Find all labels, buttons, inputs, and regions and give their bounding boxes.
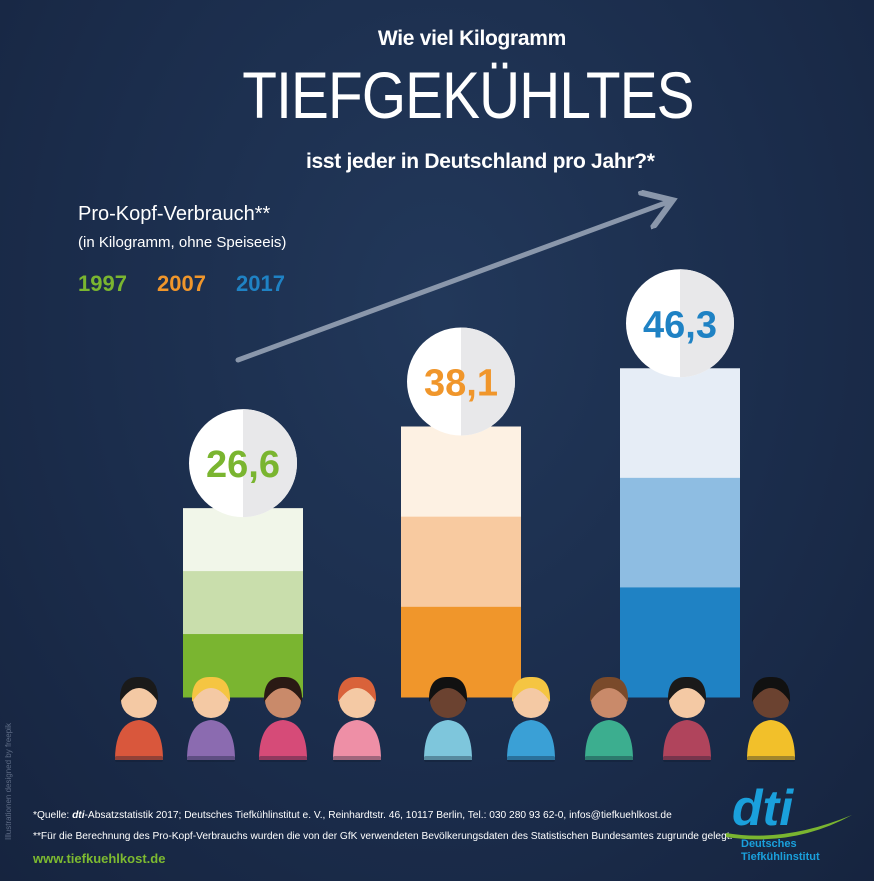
person-5 xyxy=(424,676,472,762)
bar-2017-band-1 xyxy=(620,368,740,479)
value-label-1997: 26,6 xyxy=(206,444,280,486)
dti-logo: dti xyxy=(726,785,852,840)
person-hair xyxy=(191,676,231,702)
title-main: TIEFGEKÜHLTES xyxy=(242,58,694,132)
title-line-3: isst jeder in Deutschland pro Jahr?* xyxy=(306,150,655,173)
value-label-2017: 46,3 xyxy=(643,304,717,346)
person-head xyxy=(669,682,705,718)
logo-name-line-2: Tiefkühlinstitut xyxy=(741,851,820,863)
person-hair xyxy=(751,676,791,702)
legend-subtitle: (in Kilogramm, ohne Speiseeis) xyxy=(78,234,287,251)
value-label-2007: 38,1 xyxy=(424,362,498,404)
title-line-1: Wie viel Kilogramm xyxy=(377,27,567,50)
person-base xyxy=(424,756,472,762)
logo-mark: dti xyxy=(732,785,794,836)
person-1 xyxy=(115,676,163,762)
person-body xyxy=(507,720,555,760)
person-base xyxy=(187,756,235,762)
bar-2017-band-2 xyxy=(620,477,740,588)
person-8 xyxy=(663,676,711,762)
legend-year-2007: 2007 xyxy=(157,271,206,296)
person-head xyxy=(121,682,157,718)
person-body xyxy=(424,720,472,760)
person-3 xyxy=(259,676,307,762)
person-hair xyxy=(263,676,303,702)
logo-name-line-1: Deutsches xyxy=(741,838,797,850)
person-base xyxy=(663,756,711,762)
person-7 xyxy=(585,676,633,762)
person-6 xyxy=(507,676,555,762)
person-head xyxy=(430,682,466,718)
person-hair xyxy=(337,676,377,702)
person-body xyxy=(187,720,235,760)
person-head xyxy=(339,682,375,718)
bar-2007-band-1 xyxy=(401,426,521,518)
person-2 xyxy=(187,676,235,762)
person-4 xyxy=(333,676,381,762)
legend-year-1997: 1997 xyxy=(78,271,127,296)
person-hair xyxy=(667,676,707,702)
person-head xyxy=(193,682,229,718)
bar-1997-band-1 xyxy=(183,508,303,572)
source-brand: dti xyxy=(72,810,85,821)
logo-swoosh xyxy=(726,815,852,840)
person-base xyxy=(507,756,555,762)
bar-2007-band-2 xyxy=(401,516,521,608)
person-base xyxy=(333,756,381,762)
trend-arrow xyxy=(235,202,668,363)
person-base xyxy=(115,756,163,762)
person-head xyxy=(591,682,627,718)
value-circle-shade-1997 xyxy=(243,409,297,518)
person-body xyxy=(663,720,711,760)
bar-1997-band-2 xyxy=(183,571,303,635)
legend-title: Pro-Kopf-Verbrauch** xyxy=(78,203,271,225)
person-body xyxy=(747,720,795,760)
person-body xyxy=(115,720,163,760)
person-base xyxy=(747,756,795,762)
value-circle-shade-2017 xyxy=(680,269,734,378)
person-base xyxy=(585,756,633,762)
value-circle-shade-2007 xyxy=(461,327,515,436)
person-body xyxy=(585,720,633,760)
person-head xyxy=(265,682,301,718)
person-hair xyxy=(119,676,159,702)
person-head xyxy=(513,682,549,718)
person-body xyxy=(333,720,381,760)
person-head xyxy=(753,682,789,718)
person-hair xyxy=(589,676,629,702)
illustration-credit: Illustrationen designed by freepik xyxy=(4,723,13,840)
website-link[interactable]: www.tiefkuehlkost.de xyxy=(33,851,166,866)
calculation-note: **Für die Berechnung des Pro-Kopf-Verbra… xyxy=(33,831,733,842)
source-note: *Quelle: dti-Absatzstatistik 2017; Deuts… xyxy=(33,810,672,821)
person-hair xyxy=(428,676,468,702)
person-hair xyxy=(511,676,551,702)
legend-year-2017: 2017 xyxy=(236,271,285,296)
person-9 xyxy=(747,676,795,762)
person-base xyxy=(259,756,307,762)
person-body xyxy=(259,720,307,760)
